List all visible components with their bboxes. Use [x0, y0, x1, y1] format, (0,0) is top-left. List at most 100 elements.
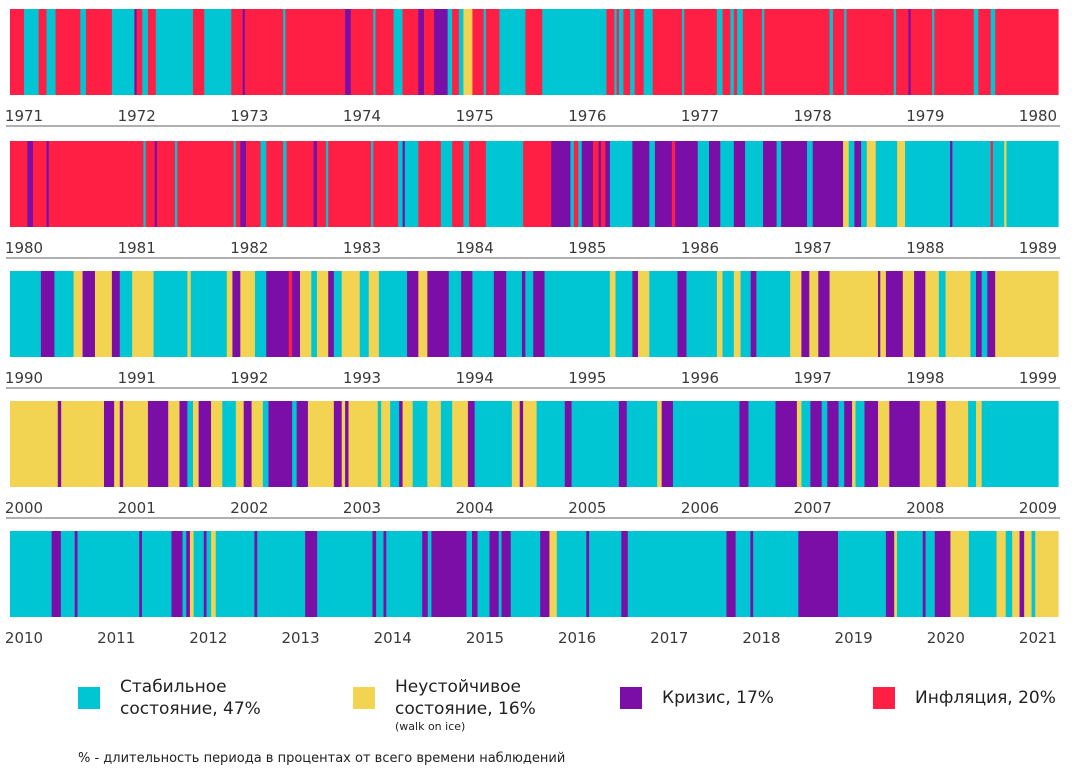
- segment-s: [925, 531, 936, 617]
- segment-c: [908, 9, 912, 95]
- segment-c: [240, 141, 247, 227]
- segment-c: [111, 271, 121, 357]
- segment-c: [203, 531, 208, 617]
- tick-label: 1980: [1019, 107, 1057, 125]
- segment-s: [325, 141, 329, 227]
- segment-s: [477, 531, 491, 617]
- segment-u: [463, 9, 474, 95]
- segment-s: [398, 141, 404, 227]
- segment-c: [739, 401, 750, 487]
- segment-s: [932, 9, 935, 95]
- segment-c: [333, 401, 343, 487]
- segment-s: [440, 141, 453, 227]
- segment-s: [215, 531, 256, 617]
- tick-label: 1976: [568, 107, 606, 125]
- segment-c: [812, 141, 844, 227]
- timeline-row-1990-1999: 1990 1991 1992 1993 1994 1995 1996 1997 1998 1999: [5, 271, 1060, 389]
- tick-label: 1990: [5, 369, 43, 387]
- segment-u: [211, 401, 223, 487]
- segment-c: [885, 271, 904, 357]
- tick-label: 2007: [794, 499, 832, 517]
- segment-i: [423, 9, 435, 95]
- segment-c: [328, 271, 335, 357]
- segment-s: [745, 141, 764, 227]
- segment-c: [618, 401, 628, 487]
- segment-u: [240, 271, 256, 357]
- segment-s: [672, 401, 741, 487]
- tick-label: 2002: [230, 499, 268, 517]
- timeline-row-1980-1989: 1980 1981 1982 1983 1984 1985 1986 1987 1988 1989: [5, 141, 1060, 259]
- segment-s: [649, 271, 679, 357]
- segment-i: [910, 9, 933, 95]
- segment-i: [742, 9, 763, 95]
- legend-item-stable: Стабильное состояние, 47%: [78, 676, 261, 720]
- segment-u: [94, 271, 113, 357]
- tick-label: 2019: [835, 629, 873, 647]
- tick-label: 1974: [343, 107, 381, 125]
- segment-s: [952, 141, 992, 227]
- segment-u: [809, 271, 819, 357]
- segment-s: [730, 9, 735, 95]
- segment-i: [244, 9, 284, 95]
- tick-label: 2020: [927, 629, 965, 647]
- segment-s: [615, 271, 633, 357]
- segment-s: [193, 531, 205, 617]
- segment-i: [592, 141, 600, 227]
- legend-item-unstable: Неустойчивое состояние, 16% (walk on ice…: [353, 676, 536, 734]
- segment-c: [268, 401, 293, 487]
- timeline-row-1971-1980: 1971 1972 1973 1974 1975 1976 1977 1978 1979 1980: [5, 9, 1060, 127]
- segment-i: [193, 9, 205, 95]
- segment-s: [60, 531, 76, 617]
- segment-c: [154, 141, 158, 227]
- tick-label: 1998: [906, 369, 944, 387]
- segment-c: [654, 141, 673, 227]
- segment-s: [506, 271, 523, 357]
- segment-u: [368, 271, 380, 357]
- segment-i: [38, 9, 48, 95]
- segment-c: [232, 271, 241, 357]
- segment-c: [976, 271, 983, 357]
- segment-c: [598, 141, 602, 227]
- tick-label: 1997: [794, 369, 832, 387]
- segment-c: [922, 531, 927, 617]
- tick-label: 1979: [906, 107, 944, 125]
- segment-s: [174, 141, 178, 227]
- segment-c: [540, 531, 551, 617]
- segment-u: [341, 271, 361, 357]
- segment-s: [981, 271, 988, 357]
- segment-s: [311, 271, 318, 357]
- segment-s: [973, 9, 979, 95]
- tick-label: 2005: [568, 499, 606, 517]
- segment-c: [313, 141, 318, 227]
- segment-s: [458, 9, 464, 95]
- segment-c: [501, 531, 512, 617]
- segment-u: [235, 401, 245, 487]
- segment-c: [709, 141, 721, 227]
- segment-c: [889, 401, 921, 487]
- segment-u: [945, 271, 971, 357]
- tick-label: 2001: [118, 499, 156, 517]
- segment-i: [671, 141, 676, 227]
- segment-u: [880, 271, 887, 357]
- segment-c: [242, 9, 246, 95]
- segment-s: [686, 271, 718, 357]
- segment-u: [852, 401, 857, 487]
- segment-c: [422, 531, 429, 617]
- segment-i: [85, 9, 113, 95]
- segment-c: [171, 531, 184, 617]
- segment-i: [316, 141, 327, 227]
- segment-s: [46, 9, 57, 95]
- segment-i: [990, 141, 994, 227]
- segment-u: [1004, 141, 1008, 227]
- segment-u: [300, 271, 312, 357]
- segment-u: [976, 401, 983, 487]
- segment-u: [61, 401, 105, 487]
- segment-s: [649, 141, 656, 227]
- segment-u: [316, 271, 329, 357]
- legend-swatch-unstable: [353, 687, 375, 709]
- segment-u: [996, 531, 1007, 617]
- segment-s: [737, 9, 744, 95]
- segment-c: [243, 401, 253, 487]
- segment-c: [818, 271, 831, 357]
- legend-swatch-stable: [78, 687, 100, 709]
